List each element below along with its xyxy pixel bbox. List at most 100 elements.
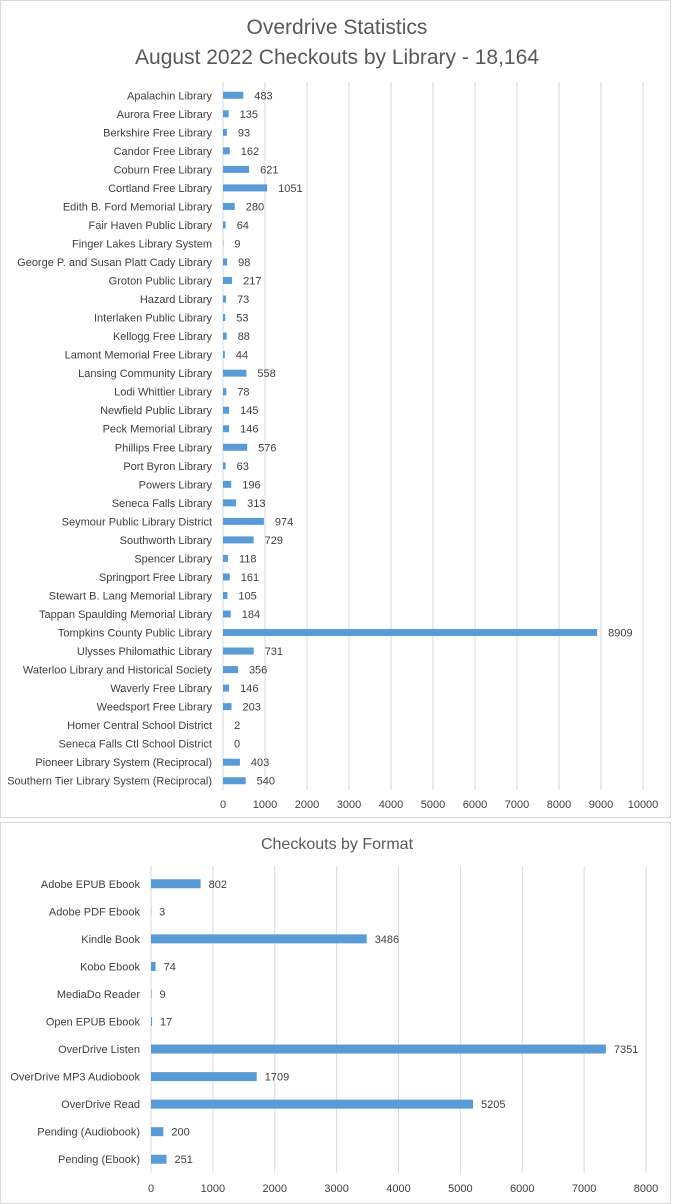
category-label: Kellogg Free Library [113, 331, 213, 343]
data-label: 146 [240, 683, 258, 695]
bar [223, 332, 227, 340]
bar [151, 934, 367, 944]
x-tick-label: 4000 [386, 1183, 410, 1195]
bar [223, 314, 226, 322]
category-label: Pending (Ebook) [58, 1154, 140, 1166]
format-checkouts-chart: Checkouts by Format 0 1000 2000 3000 4000 500… [10, 836, 658, 1195]
library-chart-panel: Overdrive Statistics August 2022 Checkou… [0, 0, 671, 818]
bar [151, 1127, 164, 1137]
x-tick-label: 9000 [589, 799, 613, 811]
bar [223, 202, 235, 210]
data-label: 217 [243, 276, 261, 288]
bar [223, 610, 231, 618]
chart-subtitle: August 2022 Checkouts by Library - 18,16… [135, 46, 539, 69]
bar [151, 879, 201, 889]
x-tick-label: 1000 [253, 799, 277, 811]
category-label: Kindle Book [81, 934, 140, 946]
data-label: 196 [242, 479, 260, 491]
bar [223, 277, 233, 285]
bar [151, 989, 152, 999]
category-label: Pending (Audiobook) [37, 1127, 140, 1139]
bar [223, 684, 230, 692]
category-label: Hazard Library [140, 294, 213, 306]
bar [223, 184, 268, 192]
data-label: 3486 [375, 934, 399, 946]
category-label: Tompkins County Public Library [58, 628, 213, 640]
category-label: Ulysses Philomathic Library [77, 646, 213, 658]
data-label: 146 [240, 424, 258, 436]
x-tick-label: 0 [220, 799, 226, 811]
x-tick-label: 1000 [201, 1183, 225, 1195]
data-label: 483 [254, 90, 272, 102]
data-label: 0 [234, 739, 240, 751]
data-label: 9 [234, 238, 240, 250]
category-label: Spencer Library [134, 553, 212, 565]
bar [151, 1154, 167, 1164]
category-label: Finger Lakes Library System [72, 238, 212, 250]
data-label: 8909 [608, 628, 632, 640]
bar [223, 554, 228, 562]
category-label: Lamont Memorial Free Library [65, 350, 213, 362]
data-label: 5205 [481, 1099, 505, 1111]
category-label: Waterloo Library and Historical Society [23, 665, 213, 677]
data-label: 621 [260, 164, 278, 176]
x-tick-label: 4000 [379, 799, 403, 811]
category-label: Newfield Public Library [100, 405, 212, 417]
bar [223, 777, 246, 785]
category-label: Stewart B. Lang Memorial Library [49, 590, 213, 602]
data-label: 17 [160, 1017, 172, 1029]
category-label: Edith B. Ford Memorial Library [63, 201, 213, 213]
x-tick-label: 5000 [448, 1183, 472, 1195]
category-label: Springport Free Library [99, 572, 213, 584]
data-label: 44 [236, 350, 248, 362]
bar [151, 961, 156, 971]
bar [223, 647, 254, 655]
data-label: 74 [164, 961, 176, 973]
category-label: Candor Free Library [114, 146, 213, 158]
category-label: Groton Public Library [109, 276, 213, 288]
category-label: Waverly Free Library [110, 683, 212, 695]
x-tick-label: 0 [148, 1183, 154, 1195]
data-label: 729 [265, 535, 283, 547]
bar [223, 536, 254, 544]
category-label: Kobo Ebook [80, 961, 140, 973]
x-tick-label: 6000 [463, 799, 487, 811]
bar [151, 1099, 474, 1109]
data-label: 313 [247, 498, 265, 510]
category-label: Seneca Falls Ctl School District [59, 739, 212, 751]
data-label: 98 [238, 257, 250, 269]
data-label: 540 [257, 776, 275, 788]
format-chart-panel: Checkouts by Format 0 1000 2000 3000 4000 500… [0, 822, 671, 1204]
data-label: 203 [243, 702, 261, 714]
library-checkouts-chart: Overdrive Statistics August 2022 Checkou… [7, 16, 658, 811]
bar [223, 629, 598, 637]
category-label: Homer Central School District [67, 720, 212, 732]
data-label: 7351 [614, 1044, 638, 1056]
data-label: 403 [251, 757, 269, 769]
chart-title: Checkouts by Format [261, 836, 414, 853]
category-label: Coburn Free Library [114, 164, 213, 176]
category-label: George P. and Susan Platt Cady Library [17, 257, 212, 269]
bar [223, 128, 227, 136]
data-label: 64 [237, 220, 249, 232]
x-tick-label: 5000 [421, 799, 445, 811]
data-label: 731 [265, 646, 283, 658]
bar [223, 517, 264, 525]
x-tick-label: 3000 [337, 799, 361, 811]
bar [151, 1072, 257, 1082]
bar [223, 91, 244, 99]
bar [151, 1017, 153, 1026]
category-label: Seneca Falls Library [112, 498, 213, 510]
chart-title: Overdrive Statistics [247, 16, 428, 39]
bar [223, 165, 250, 173]
bar [223, 388, 227, 396]
category-label: Open EPUB Ebook [46, 1017, 141, 1029]
data-label: 63 [237, 461, 249, 473]
category-label: MediaDo Reader [57, 989, 140, 1001]
category-label: Cortland Free Library [108, 183, 212, 195]
category-label: Tappan Spaulding Memorial Library [39, 609, 213, 621]
category-label: Port Byron Library [123, 461, 212, 473]
category-label: Apalachin Library [127, 90, 212, 102]
x-tick-label: 3000 [324, 1183, 348, 1195]
x-tick-label: 7000 [572, 1183, 596, 1195]
